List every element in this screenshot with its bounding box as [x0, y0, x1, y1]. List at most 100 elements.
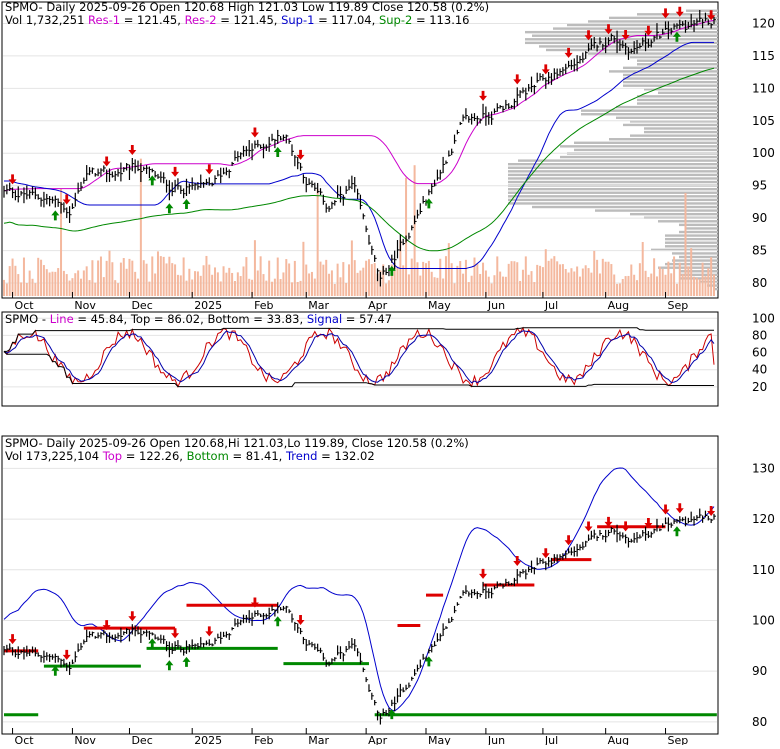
volume-bar	[710, 257, 713, 296]
down-arrow	[296, 149, 305, 160]
volume-bar	[174, 264, 177, 296]
volume-bar	[644, 270, 647, 296]
volume-bar	[695, 277, 698, 296]
volume-bar	[165, 263, 168, 296]
volume-bar	[407, 274, 410, 296]
volume-bar	[299, 280, 302, 296]
volume-bar	[416, 262, 419, 296]
volume-bar	[559, 264, 562, 296]
volume-bar	[570, 268, 573, 296]
volume-bar	[493, 275, 496, 296]
volume-profile-bar	[679, 230, 718, 234]
volume-bar	[345, 282, 348, 296]
down-arrow	[564, 535, 573, 546]
volume-profile-bar	[508, 173, 718, 177]
panel2-legend: SPMO - Line = 45.84, Top = 86.02, Bottom…	[5, 312, 392, 326]
x-tick-label: Dec	[131, 734, 152, 745]
volume-profile-bar	[588, 52, 718, 55]
volume-bar	[231, 272, 234, 296]
volume-bar	[713, 274, 715, 296]
volume-bar	[453, 283, 456, 296]
osc-y-tick: 40	[752, 363, 767, 377]
volume-bar	[262, 274, 265, 296]
volume-bar	[171, 263, 174, 296]
volume-bar	[573, 271, 576, 296]
volume-bar	[65, 274, 68, 296]
volume-bar	[541, 267, 544, 296]
volume-bar	[302, 241, 305, 296]
up-arrow	[51, 665, 60, 676]
volume-bar	[482, 262, 485, 296]
volume-profile-bar	[658, 220, 718, 223]
volume-bar	[427, 260, 430, 296]
volume-bar	[122, 258, 125, 296]
down-arrow	[250, 127, 259, 138]
volume-bar	[678, 262, 681, 296]
up-arrow	[51, 210, 60, 221]
osc-y-tick: 60	[752, 346, 767, 360]
volume-profile-bar	[672, 259, 718, 262]
volume-bar	[524, 256, 527, 296]
osc-bottom-band	[3, 351, 714, 388]
volume-profile-bar	[644, 127, 718, 130]
volume-bar	[253, 240, 256, 296]
volume-profile-bar	[637, 59, 718, 62]
signal-arrows	[8, 6, 716, 276]
volume-bar	[319, 261, 322, 296]
volume-profile-bar	[553, 27, 718, 30]
trend-line	[3, 467, 715, 712]
volume-bar	[142, 260, 145, 296]
volume-profile-bar	[595, 209, 718, 212]
down-arrow	[584, 30, 593, 41]
volume-bar	[413, 165, 416, 296]
volume-bar	[516, 262, 519, 296]
panel1-header: SPMO- Daily 2025-09-26 Open 120.68 High …	[5, 0, 489, 14]
volume-bar	[37, 257, 40, 296]
volume-bar	[425, 263, 428, 296]
volume-bar	[616, 283, 619, 296]
volume-bar	[148, 281, 151, 296]
volume-bar	[467, 282, 470, 296]
volume-profile-bar	[637, 98, 718, 102]
volume-bar	[285, 259, 288, 296]
volume-bar	[336, 263, 339, 296]
volume-bar	[162, 256, 165, 296]
volume-bar	[94, 282, 97, 296]
volume-bar	[447, 243, 450, 296]
volume-bar	[62, 270, 65, 296]
volume-bar	[91, 260, 94, 296]
volume-bar	[601, 258, 604, 296]
volume-bar	[117, 283, 120, 296]
x-tick-label: Oct	[15, 734, 35, 745]
volume-profile-bar	[616, 105, 718, 109]
down-arrow	[661, 8, 670, 19]
x-tick-label: Sep	[668, 299, 689, 312]
volume-bar	[40, 259, 43, 296]
volume-profile-bar	[707, 284, 718, 287]
volume-profile-bar	[546, 48, 718, 52]
volume-profile-bar	[508, 191, 718, 194]
price-y-tick: 115	[752, 49, 775, 63]
volume-profile-bar	[644, 130, 718, 134]
down-arrow	[513, 74, 522, 85]
volume-profile-bar	[630, 134, 718, 137]
volume-bar	[373, 263, 376, 296]
volume-bar	[176, 274, 179, 296]
volume-bar	[490, 283, 493, 296]
volume-bar	[188, 268, 191, 296]
up-arrow	[424, 656, 433, 667]
volume-bar	[5, 283, 8, 296]
volume-profile-bar	[637, 102, 718, 105]
up-arrow	[165, 660, 174, 671]
volume-bar	[630, 264, 633, 296]
volume-bar	[251, 279, 254, 296]
res2-label: Res-2	[185, 13, 217, 27]
volume-bar	[139, 158, 142, 296]
volume-profile-bar	[672, 252, 718, 255]
volume-profile-bar	[679, 270, 718, 273]
down-arrow	[8, 174, 17, 185]
volume-bar	[105, 260, 108, 296]
up-arrow	[165, 203, 174, 214]
volume-bar	[650, 273, 653, 296]
down-arrow	[102, 156, 111, 167]
